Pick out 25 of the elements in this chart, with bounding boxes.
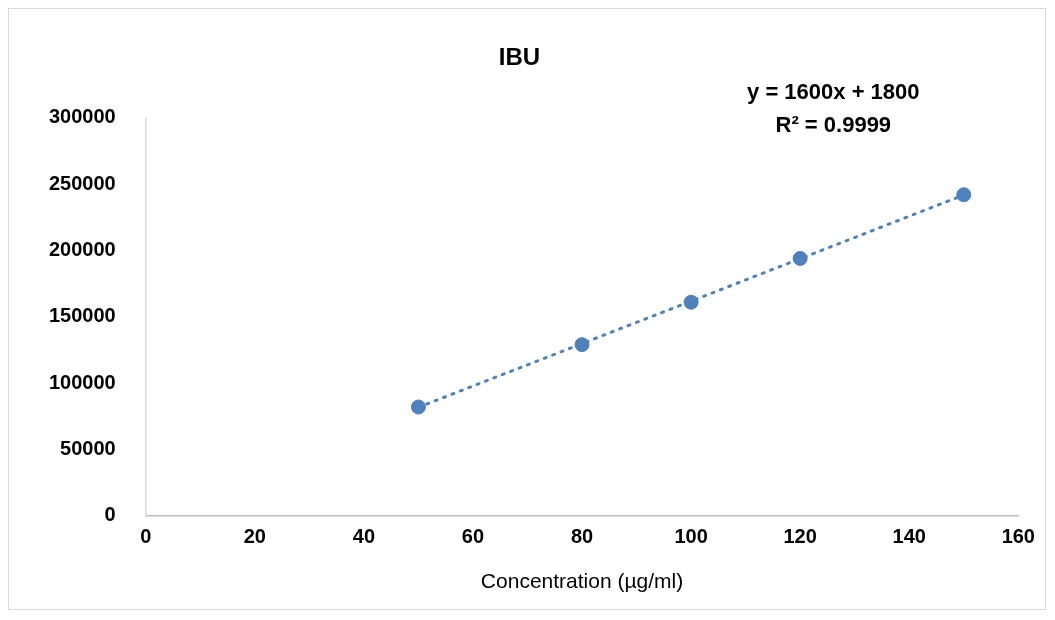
point (574, 337, 590, 353)
x-tick-label: 60 (461, 525, 485, 548)
point (410, 399, 426, 415)
x-tick-label: 160 (1001, 525, 1035, 548)
y-tick-label: 200000 (48, 237, 116, 260)
x-tick-label: 20 (243, 525, 266, 548)
y-tick-label: 250000 (48, 171, 116, 194)
annotation: R² = 0.9999 (775, 111, 892, 137)
x-tick-label: 100 (674, 525, 708, 548)
x-tick-label: 80 (570, 525, 594, 548)
y-tick-label: 0 (104, 503, 116, 526)
point (792, 250, 808, 266)
x-tick-label: 40 (352, 525, 376, 548)
x-tick-label: 0 (140, 525, 152, 548)
point (683, 294, 699, 310)
x-axis-title: Concentration (µg/ml) (480, 569, 684, 593)
x-tick-label: 140 (892, 525, 926, 548)
y-tick-label: 100000 (48, 370, 116, 393)
chart-title: IBU (498, 43, 541, 71)
x-tick-label: 120 (783, 525, 817, 548)
point (956, 187, 972, 203)
text: y = 1600x + 1800 (747, 78, 920, 104)
y-tick-label: 50000 (60, 436, 116, 459)
y-tick-label: 300000 (48, 105, 116, 128)
y-tick-label: 150000 (48, 304, 116, 327)
